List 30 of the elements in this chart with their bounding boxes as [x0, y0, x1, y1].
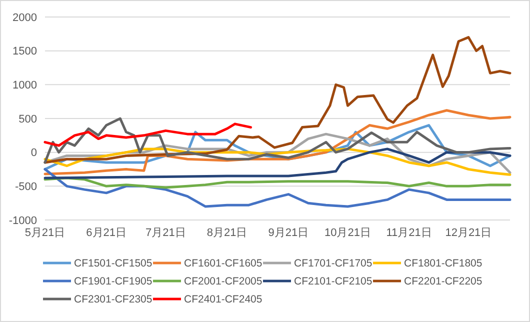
y-tick-label: 1000 — [12, 80, 37, 92]
legend-label: CF1901-CF1905 — [74, 276, 152, 288]
y-tick-label: 1500 — [12, 46, 37, 58]
x-tick-label: 12月21日 — [445, 227, 492, 239]
legend-label: CF2201-CF2205 — [404, 276, 482, 288]
legend-label: CF1501-CF1505 — [74, 258, 152, 270]
legend-label: CF1701-CF1705 — [294, 258, 372, 270]
y-tick-label: -1000 — [8, 214, 37, 227]
line-series — [44, 36, 512, 164]
legend-label: CF2301-CF2305 — [74, 294, 152, 306]
x-tick-label: 9月21日 — [268, 227, 309, 239]
y-tick-label: 500 — [18, 113, 37, 126]
legend-label: CF1801-CF1805 — [404, 258, 482, 270]
x-tick-label: 7月21日 — [146, 227, 186, 239]
x-tick-label: 8月21日 — [206, 227, 248, 239]
line-series — [44, 117, 512, 164]
legend-label: CF1601-CF1605 — [184, 258, 262, 270]
y-tick-label: -500 — [14, 181, 37, 194]
line-series — [44, 168, 512, 208]
line-series — [44, 122, 252, 147]
x-tick-label: 5月21日 — [24, 227, 66, 239]
legend-label: CF2001-CF2005 — [184, 276, 262, 288]
line-series — [44, 176, 512, 189]
legend-label: CF2401-CF2405 — [184, 294, 262, 306]
y-tick-label: 2000 — [12, 12, 37, 24]
x-tick-label: 6月21日 — [86, 227, 127, 239]
x-tick-label: 11月21日 — [386, 227, 432, 239]
x-tick-label: 10月21日 — [324, 227, 371, 239]
y-tick-label: 0 — [30, 147, 37, 160]
legend-label: CF2101-CF2105 — [294, 276, 372, 288]
